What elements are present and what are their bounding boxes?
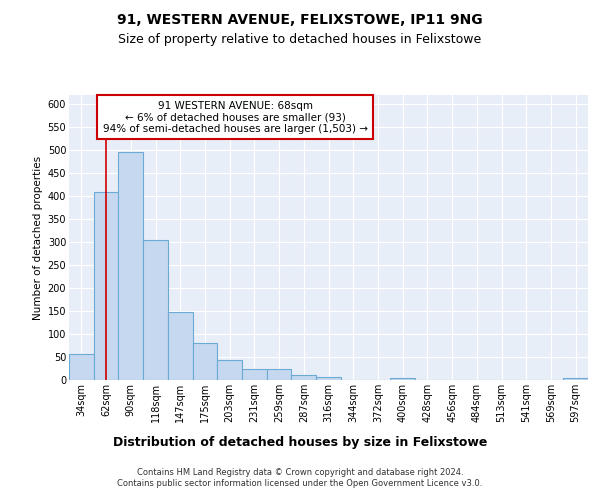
Bar	[217, 360, 242, 380]
Bar	[118, 152, 143, 380]
Text: Size of property relative to detached houses in Felixstowe: Size of property relative to detached ho…	[118, 32, 482, 46]
Y-axis label: Number of detached properties: Number of detached properties	[34, 156, 43, 320]
Text: 91, WESTERN AVENUE, FELIXSTOWE, IP11 9NG: 91, WESTERN AVENUE, FELIXSTOWE, IP11 9NG	[117, 12, 483, 26]
Bar	[316, 377, 341, 380]
Bar	[69, 354, 94, 380]
Text: 91 WESTERN AVENUE: 68sqm
← 6% of detached houses are smaller (93)
94% of semi-de: 91 WESTERN AVENUE: 68sqm ← 6% of detache…	[103, 100, 368, 134]
Text: Contains HM Land Registry data © Crown copyright and database right 2024.
Contai: Contains HM Land Registry data © Crown c…	[118, 468, 482, 487]
Bar	[242, 368, 267, 380]
Bar	[94, 192, 118, 380]
Bar	[143, 240, 168, 380]
Bar	[390, 378, 415, 380]
Bar	[193, 343, 217, 380]
Bar	[267, 368, 292, 380]
Bar	[168, 312, 193, 380]
Bar	[292, 376, 316, 380]
Bar	[563, 378, 588, 380]
Text: Distribution of detached houses by size in Felixstowe: Distribution of detached houses by size …	[113, 436, 487, 449]
